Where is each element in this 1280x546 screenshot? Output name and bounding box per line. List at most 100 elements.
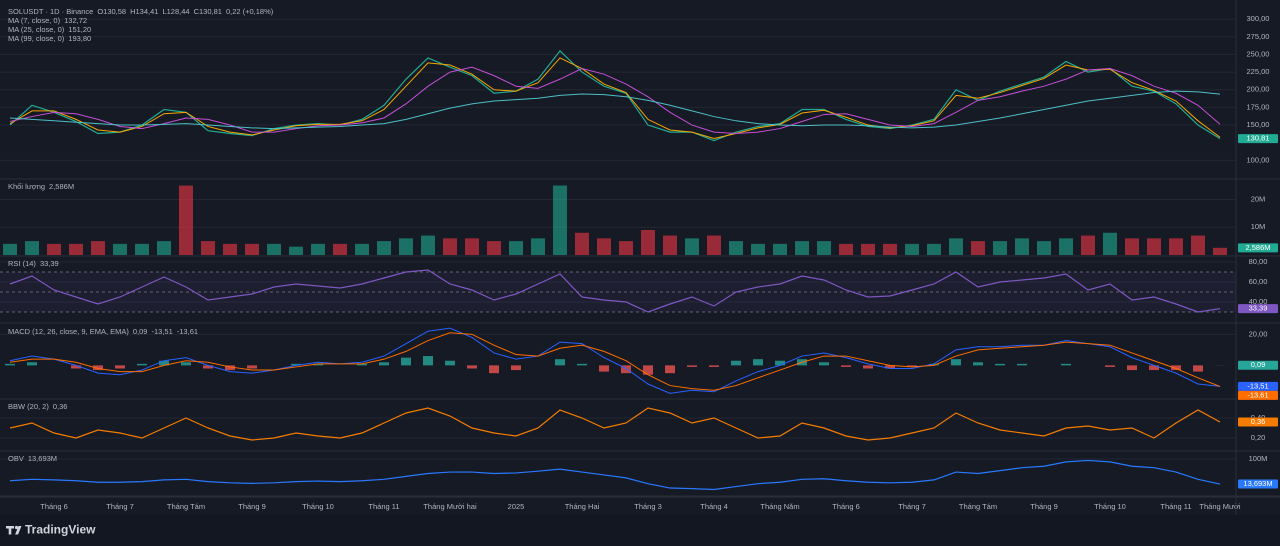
histogram-bar (577, 363, 587, 366)
price-line (9, 459, 1221, 491)
last-value-label: 2,586M (1245, 243, 1270, 252)
volume-bar (1015, 238, 1029, 255)
panel: 0,20 0,40 (0, 407, 1266, 442)
volume-bar (157, 241, 171, 255)
volume-bar (707, 235, 721, 255)
ohlc-label: 0,22 (+0,18%) (226, 7, 274, 16)
histogram-bar (907, 365, 917, 367)
y-tick-label: 0,40 (1251, 413, 1266, 422)
ohlc-label: C130,81 (194, 7, 222, 16)
volume-bar (245, 243, 259, 255)
volume-bar (971, 241, 985, 255)
y-tick-label: 250,00 (1247, 49, 1270, 58)
histogram-bar (1105, 365, 1115, 367)
x-tick-label: Tháng 6 (40, 502, 68, 511)
x-tick-label: Tháng Tám (167, 502, 205, 511)
volume-bar (25, 241, 39, 255)
last-value-box (1238, 381, 1278, 391)
y-tick-label: 80,00 (1249, 257, 1268, 266)
volume-bar (1147, 238, 1161, 255)
volume-bar (421, 235, 435, 255)
y-tick-label: 200,00 (1247, 85, 1270, 94)
histogram-bar (1171, 365, 1181, 371)
histogram-bar (687, 365, 697, 367)
legend-value: 132,72 (64, 16, 87, 25)
histogram-bar (159, 360, 169, 366)
y-tick-label: 100,00 (1247, 155, 1270, 164)
legend-value: 33,39 (40, 259, 59, 268)
histogram-bar (357, 363, 367, 366)
x-tick-label: Tháng Mười (1199, 502, 1241, 511)
y-tick-label: 0,20 (1251, 433, 1266, 442)
volume-bar (1213, 247, 1227, 255)
last-value-label: 33,39 (1249, 304, 1268, 313)
volume-bar (1081, 235, 1095, 255)
histogram-bar (1017, 363, 1027, 366)
histogram-bar (753, 359, 763, 366)
histogram-bar (291, 363, 301, 366)
y-tick-label: 175,00 (1247, 102, 1270, 111)
legend-value: 193,80 (68, 34, 91, 43)
histogram-bar (863, 365, 873, 369)
x-tick-label: Tháng 7 (898, 502, 926, 511)
y-tick-label: 300,00 (1247, 14, 1270, 23)
y-tick-label: 225,00 (1247, 67, 1270, 76)
volume-bar (641, 230, 655, 255)
x-tick-label: Tháng 7 (106, 502, 134, 511)
histogram-bar (401, 357, 411, 366)
panel: 100M (0, 454, 1267, 491)
last-value-label: 130,81 (1247, 134, 1270, 143)
y-tick-label: 60,00 (1249, 277, 1268, 286)
volume-bar (3, 243, 17, 255)
volume-bar (927, 243, 941, 255)
volume-bar (795, 241, 809, 255)
volume-bar (597, 238, 611, 255)
histogram-bar (1061, 363, 1071, 366)
histogram-bar (203, 365, 213, 369)
volume-bar (113, 243, 127, 255)
volume-bar (575, 232, 589, 255)
volume-bar (663, 235, 677, 255)
volume-bar (91, 241, 105, 255)
histogram-bar (885, 365, 895, 369)
volume-bar (773, 243, 787, 255)
legend-value: -13,61 (177, 327, 198, 336)
last-value-box (1238, 243, 1278, 253)
x-tick-label: Tháng 10 (1094, 502, 1126, 511)
x-tick-label: Tháng Năm (760, 502, 799, 511)
panel: 100,00 150,00 175,00 200,00 225,00 250,00 275,… (0, 14, 1269, 164)
histogram-bar (137, 363, 147, 366)
last-value-box (1238, 417, 1278, 427)
last-value-label: -13,61 (1247, 390, 1268, 399)
legend-title: MACD (12, 26, close, 9, EMA, EMA) (8, 327, 129, 336)
last-value-label: 13,693M (1243, 479, 1272, 488)
ohlc-label: H134,41 (130, 7, 158, 16)
histogram-bar (115, 365, 125, 369)
y-tick-label: 10M (1251, 222, 1266, 231)
histogram-bar (709, 365, 719, 367)
volume-bar (1169, 238, 1183, 255)
x-tick-label: Tháng Mười hai (423, 502, 477, 511)
ohlc-label: O130,58 (97, 7, 126, 16)
legend-title: SOLUSDT · 1D · Binance (8, 7, 93, 16)
footer (0, 515, 1280, 546)
histogram-bar (467, 365, 477, 369)
indicator-line (9, 332, 1221, 391)
histogram-bar (599, 365, 609, 372)
histogram-bar (445, 360, 455, 366)
volume-bar (443, 238, 457, 255)
volume-bar (839, 243, 853, 255)
histogram-bar (665, 365, 675, 374)
volume-bar (1103, 232, 1117, 255)
volume-bar (817, 241, 831, 255)
y-tick-label: 20M (1251, 194, 1266, 203)
volume-bar (179, 185, 193, 255)
price-line (9, 50, 1221, 142)
volume-bar (399, 238, 413, 255)
legend-name: MA (25, close, 0) (8, 25, 65, 34)
indicator-line (9, 57, 1221, 139)
histogram-bar (379, 362, 389, 366)
y-tick-label: 40,00 (1249, 297, 1268, 306)
legend-title: BBW (20, 2) (8, 402, 49, 411)
histogram-bar (423, 356, 433, 366)
